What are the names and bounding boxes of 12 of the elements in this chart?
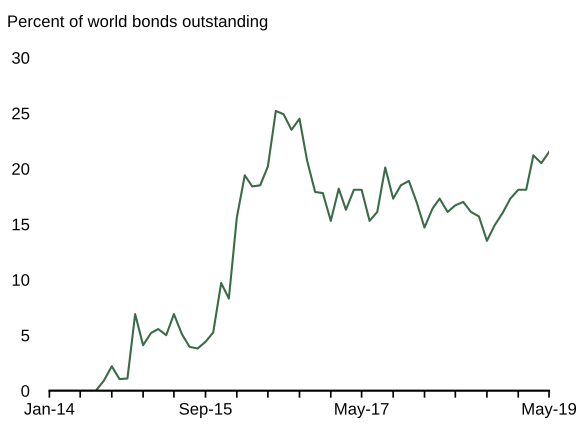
y-tick-label: 5 — [21, 330, 30, 342]
y-tick-label: 15 — [12, 218, 30, 230]
x-tick-label: May-19 — [522, 402, 576, 418]
y-tick-label: 10 — [12, 274, 30, 286]
y-tick-label: 20 — [12, 163, 30, 175]
x-tick-label: Jan-14 — [24, 403, 74, 415]
y-tick-label: 30 — [12, 52, 30, 64]
y-tick-label: 0 — [21, 385, 30, 397]
x-tick-label: Sep-15 — [179, 402, 232, 418]
y-tick-label: 25 — [12, 108, 30, 120]
y-axis-title: Percent of world bonds outstanding — [8, 14, 268, 30]
x-tick-label: May-17 — [335, 403, 389, 418]
